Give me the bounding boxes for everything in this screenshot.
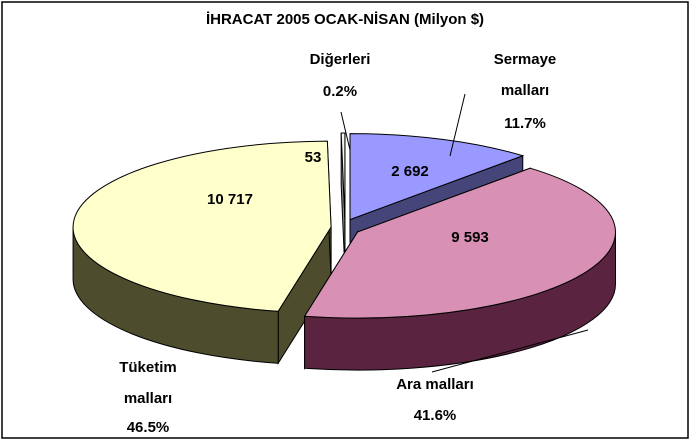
value-label: 9 593 <box>451 229 489 246</box>
percent-label: 11.7% <box>504 115 546 132</box>
slice <box>72 140 332 312</box>
value-label: 10 717 <box>207 191 253 208</box>
leader-line <box>340 111 351 151</box>
category-label-line: malları <box>501 82 549 99</box>
percent-label: 0.2% <box>323 83 357 100</box>
slice <box>349 133 525 221</box>
slice <box>340 132 346 220</box>
leader-line <box>449 93 466 157</box>
category-label: Tüketim malları <box>119 359 177 407</box>
category-label-line: Sermaye <box>494 51 557 68</box>
slice <box>303 167 616 319</box>
category-label-line: malları <box>124 390 172 407</box>
chart-title: İHRACAT 2005 OCAK-NİSAN (Milyon $) <box>206 11 484 28</box>
labels: 2 692 Sermaye malları 11.7% 9 593 Ara malları… <box>119 51 589 436</box>
percent-label: 46.5% <box>127 419 170 436</box>
value-label: 2 692 <box>391 163 429 180</box>
value-label: 53 <box>305 149 322 166</box>
category-label: Sermaye malları <box>494 51 557 99</box>
percent-label: 41.6% <box>414 407 457 424</box>
category-label: Ara malları <box>396 376 474 393</box>
pie <box>72 132 616 371</box>
leader-line <box>431 329 589 373</box>
category-label-line: Tüketim <box>119 359 177 376</box>
category-label: Diğerleri <box>310 51 371 68</box>
